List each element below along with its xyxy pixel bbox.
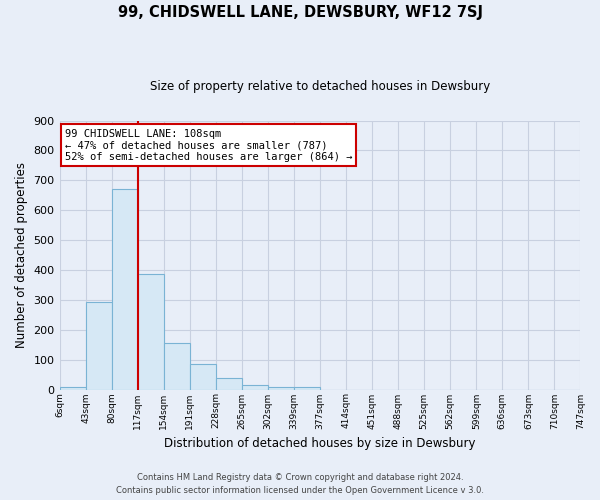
- Y-axis label: Number of detached properties: Number of detached properties: [15, 162, 28, 348]
- Text: 99 CHIDSWELL LANE: 108sqm
← 47% of detached houses are smaller (787)
52% of semi: 99 CHIDSWELL LANE: 108sqm ← 47% of detac…: [65, 128, 352, 162]
- Bar: [242, 385, 268, 390]
- Bar: [268, 386, 294, 390]
- Bar: [86, 302, 112, 390]
- Bar: [294, 386, 320, 390]
- Text: 99, CHIDSWELL LANE, DEWSBURY, WF12 7SJ: 99, CHIDSWELL LANE, DEWSBURY, WF12 7SJ: [118, 5, 482, 20]
- Title: Size of property relative to detached houses in Dewsbury: Size of property relative to detached ho…: [150, 80, 490, 93]
- Bar: [216, 378, 242, 390]
- Bar: [190, 364, 216, 390]
- Text: Contains HM Land Registry data © Crown copyright and database right 2024.
Contai: Contains HM Land Registry data © Crown c…: [116, 474, 484, 495]
- Bar: [112, 188, 137, 390]
- Bar: [137, 274, 164, 390]
- Bar: [59, 387, 86, 390]
- X-axis label: Distribution of detached houses by size in Dewsbury: Distribution of detached houses by size …: [164, 437, 476, 450]
- Bar: [164, 344, 190, 390]
